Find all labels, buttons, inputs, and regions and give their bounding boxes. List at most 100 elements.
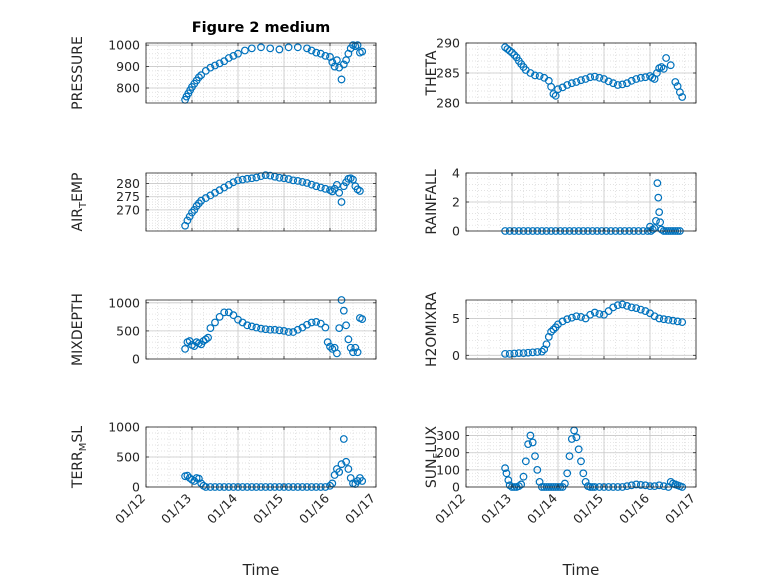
data-point <box>211 61 219 70</box>
data-point <box>501 464 510 473</box>
data-point <box>549 325 558 334</box>
data-point <box>627 303 636 312</box>
y-tick-label: 280 <box>116 176 140 191</box>
data-point <box>604 77 613 86</box>
y-tick-label: 500 <box>116 450 140 465</box>
data-point <box>335 324 344 333</box>
data-point <box>330 184 339 193</box>
data-point <box>344 335 353 344</box>
data-point <box>623 302 631 310</box>
data-point <box>289 176 298 185</box>
y-tick-label: 1000 <box>108 420 140 435</box>
data-point <box>257 324 265 333</box>
data-point <box>349 175 357 184</box>
data-point <box>234 176 242 185</box>
data-point <box>533 465 542 474</box>
data-point <box>215 59 224 68</box>
data-point <box>303 179 311 187</box>
y-tick-label: 285 <box>436 66 460 81</box>
data-point <box>653 179 662 188</box>
data-point <box>229 51 238 60</box>
data-point <box>519 472 528 481</box>
data-point <box>194 73 203 82</box>
data-point <box>339 182 348 191</box>
data-point <box>321 184 330 193</box>
data-point <box>655 208 664 217</box>
data-point <box>326 481 334 490</box>
data-point <box>678 318 687 327</box>
subplot-1: 800 900 1000 PRESSURE Figure 2 medium <box>70 20 377 110</box>
data-point <box>666 61 675 70</box>
data-point <box>604 307 613 315</box>
data-point <box>238 175 247 184</box>
y-axis-label: THETA <box>424 50 440 96</box>
data-point <box>654 193 663 202</box>
data-point <box>581 477 590 486</box>
chart-title: Figure 2 medium <box>192 20 330 36</box>
data-point <box>266 44 275 53</box>
data-point <box>342 457 351 466</box>
data-point <box>252 323 261 332</box>
data-point <box>659 315 668 324</box>
data-point <box>316 183 325 192</box>
data-point <box>211 318 219 327</box>
data-point <box>243 321 252 330</box>
data-point <box>656 218 665 227</box>
y-axis-label: MIXDEPTH <box>70 293 86 366</box>
data-point <box>632 75 641 83</box>
data-point <box>181 344 190 353</box>
data-point <box>183 216 192 225</box>
y-axis-label-subscript: F <box>432 453 443 459</box>
data-point <box>676 88 684 97</box>
data-point <box>526 431 535 440</box>
data-point <box>662 54 670 62</box>
y-tick-label: 270 <box>116 202 140 217</box>
y-axis-label: PRESSURE <box>70 36 86 110</box>
data-point <box>581 314 590 323</box>
data-point <box>600 75 608 83</box>
data-point <box>337 460 346 469</box>
data-point <box>567 313 576 322</box>
data-point <box>524 348 532 357</box>
data-point <box>590 72 599 81</box>
y-axis-label-rest: EMP <box>70 173 86 202</box>
data-point <box>565 452 574 461</box>
data-point <box>505 481 514 490</box>
data-point <box>333 349 341 358</box>
data-point <box>586 310 595 319</box>
data-point <box>577 313 585 321</box>
data-point <box>563 315 572 324</box>
data-point <box>519 349 528 358</box>
y-tick-label: 100 <box>436 462 460 477</box>
data-point <box>289 328 298 336</box>
data-point <box>353 41 362 50</box>
data-point <box>284 175 293 183</box>
data-point <box>609 79 618 88</box>
data-point <box>636 73 645 82</box>
data-point <box>558 317 567 326</box>
data-point <box>515 349 523 358</box>
data-point <box>215 312 224 321</box>
data-point <box>504 476 513 485</box>
data-point <box>247 44 256 53</box>
data-point <box>609 303 618 312</box>
data-point <box>335 468 344 476</box>
y-tick-label: 2 <box>452 195 460 210</box>
data-point <box>563 469 572 478</box>
data-point <box>333 56 341 65</box>
data-point <box>627 481 636 490</box>
data-point <box>247 174 256 183</box>
data-point <box>650 312 659 321</box>
data-point <box>240 46 249 55</box>
data-point <box>323 338 332 347</box>
data-point <box>650 482 659 491</box>
y-axis-label-main: TERR <box>70 451 86 489</box>
data-point <box>613 301 622 310</box>
data-point <box>510 349 519 358</box>
data-point <box>303 44 311 53</box>
data-point <box>623 79 631 88</box>
data-point <box>531 71 539 80</box>
y-axis-label: SUNFLUX <box>424 425 443 488</box>
